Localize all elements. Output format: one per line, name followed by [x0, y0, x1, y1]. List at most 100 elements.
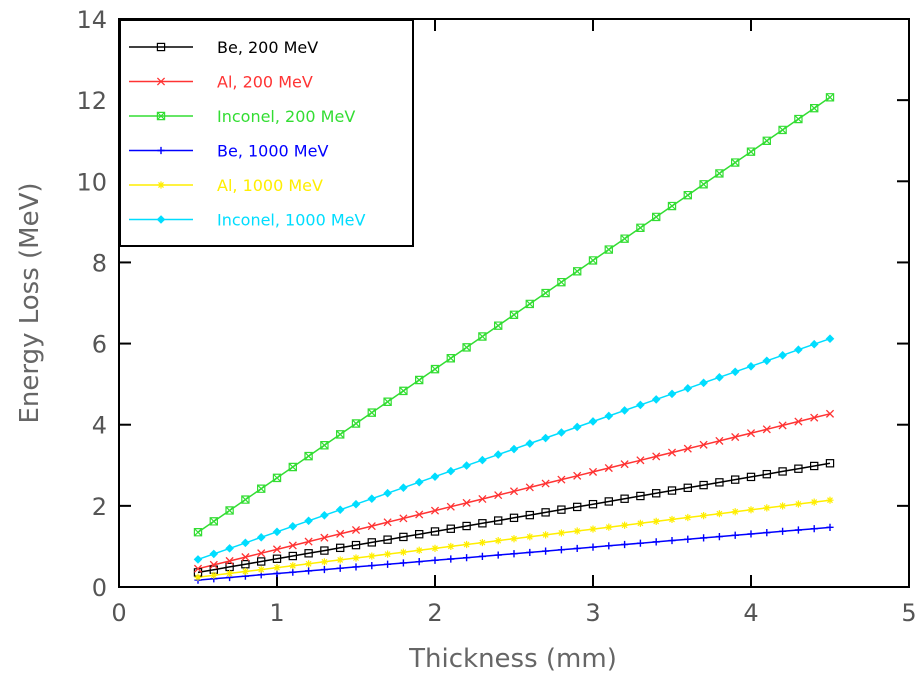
- data-point: [493, 450, 503, 459]
- legend-label: Al, 200 MeV: [217, 73, 313, 92]
- data-point: [336, 564, 344, 572]
- data-point: [430, 472, 440, 481]
- data-point: [620, 406, 629, 415]
- data-point: [779, 502, 787, 510]
- data-point: [715, 373, 724, 382]
- data-point: [226, 569, 234, 578]
- data-point: [320, 546, 329, 555]
- data-point: [494, 537, 502, 545]
- data-point: [336, 556, 344, 564]
- data-point: [209, 517, 218, 526]
- data-point: [383, 397, 392, 406]
- data-point: [667, 201, 677, 211]
- data-point: [667, 448, 677, 457]
- legend-box: [119, 19, 414, 247]
- data-point: [778, 467, 787, 476]
- data-point: [241, 538, 250, 548]
- data-point: [525, 299, 534, 309]
- data-point: [288, 521, 298, 531]
- data-point: [431, 556, 439, 564]
- data-point: [621, 521, 629, 529]
- data-point: [225, 506, 234, 515]
- data-point: [730, 367, 740, 377]
- data-point: [699, 378, 708, 388]
- legend-label: Inconel, 1000 MeV: [217, 211, 366, 230]
- data-point: [272, 473, 282, 483]
- data-point: [194, 573, 202, 581]
- data-point: [478, 519, 487, 528]
- x-tick-label: 2: [427, 599, 442, 627]
- y-tick-label: 14: [76, 6, 107, 34]
- data-point: [257, 557, 266, 566]
- data-point: [289, 562, 297, 570]
- y-tick-label: 10: [76, 168, 107, 196]
- data-point: [209, 549, 219, 559]
- data-point: [825, 459, 835, 468]
- y-tick-label: 0: [92, 574, 107, 602]
- data-point: [509, 444, 519, 454]
- data-point: [794, 464, 803, 473]
- data-point: [288, 462, 297, 472]
- legend-marker: [157, 146, 165, 155]
- data-point: [700, 534, 708, 542]
- data-point: [462, 343, 471, 352]
- data-point: [542, 531, 550, 539]
- data-point: [193, 528, 203, 537]
- data-point: [809, 461, 819, 471]
- data-point: [447, 542, 455, 551]
- legend-marker: [156, 215, 166, 224]
- data-point: [525, 483, 534, 492]
- data-point: [762, 136, 771, 145]
- data-point: [715, 478, 724, 487]
- data-point: [304, 451, 313, 461]
- legend-marker: [156, 42, 166, 52]
- data-point: [272, 554, 282, 563]
- y-tick-label: 8: [92, 249, 107, 277]
- data-point: [652, 517, 660, 525]
- data-point: [210, 571, 218, 579]
- data-point: [209, 560, 218, 569]
- data-point: [494, 321, 503, 330]
- data-point: [588, 467, 598, 476]
- data-point: [399, 514, 408, 523]
- data-point: [731, 158, 740, 167]
- data-point: [256, 533, 266, 542]
- legend-label: Be, 1000 MeV: [217, 142, 328, 161]
- data-point: [667, 389, 677, 399]
- data-point: [730, 475, 740, 484]
- data-point: [636, 223, 645, 232]
- data-point: [367, 538, 377, 547]
- data-point: [589, 525, 597, 533]
- data-point: [778, 125, 787, 135]
- data-point: [557, 428, 566, 437]
- data-point: [809, 339, 819, 349]
- y-axis-label: Energy Loss (MeV): [15, 182, 45, 423]
- data-point: [320, 565, 328, 574]
- data-point: [399, 386, 408, 396]
- legend-label: Inconel, 200 MeV: [217, 107, 355, 126]
- data-point: [446, 502, 455, 511]
- data-point: [746, 429, 756, 438]
- series-line-0: [197, 462, 831, 574]
- data-point: [494, 491, 503, 500]
- x-tick-label: 1: [269, 599, 284, 627]
- data-point: [399, 532, 408, 542]
- data-point: [478, 538, 486, 547]
- y-tick-label: 2: [92, 493, 107, 521]
- data-point: [700, 511, 708, 520]
- data-point: [304, 516, 313, 526]
- y-tick-label: 4: [92, 412, 107, 440]
- data-point: [225, 556, 234, 566]
- data-point: [305, 560, 313, 568]
- data-point: [826, 523, 834, 531]
- data-point: [510, 550, 518, 558]
- data-point: [384, 550, 392, 558]
- x-tick-label: 3: [585, 599, 600, 627]
- data-point: [794, 417, 803, 426]
- legend-marker: [157, 181, 165, 189]
- data-point: [241, 495, 250, 504]
- data-point: [351, 525, 361, 535]
- y-tick-label: 12: [76, 87, 107, 115]
- data-point: [351, 499, 361, 509]
